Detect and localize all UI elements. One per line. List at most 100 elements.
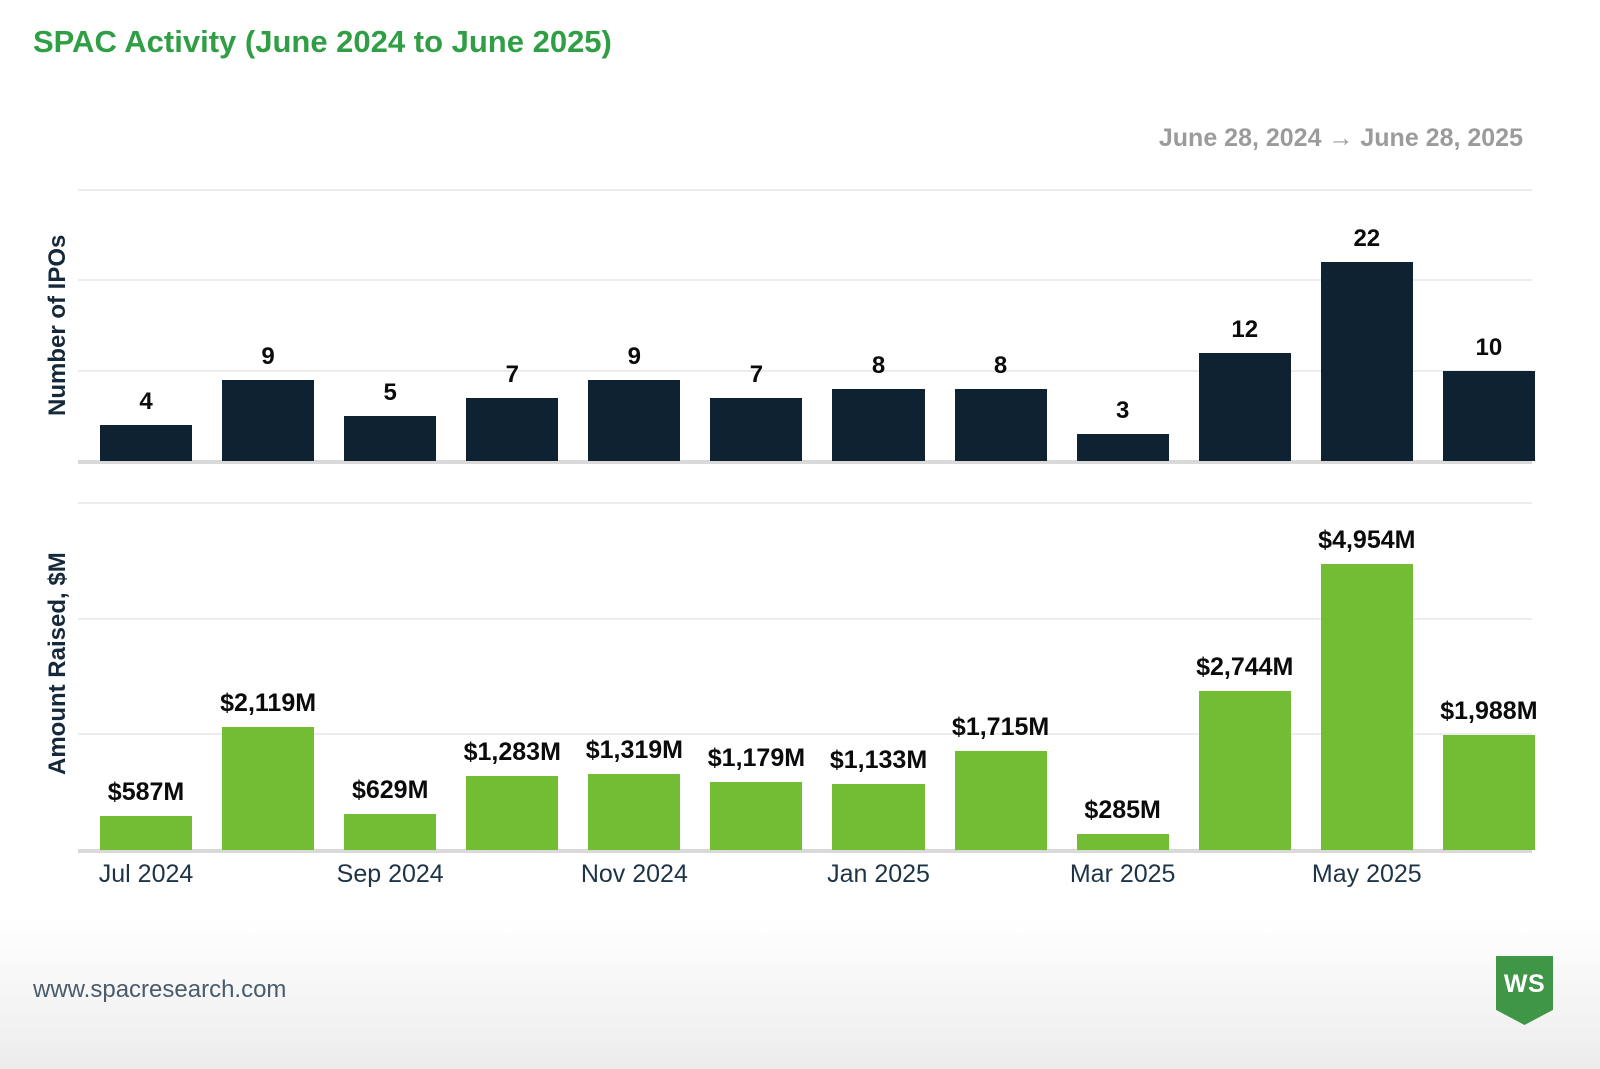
bar-slot: 9	[573, 190, 695, 461]
bar-value-label: $2,119M	[220, 689, 317, 718]
bar-value-label: 10	[1475, 333, 1503, 361]
bar-value-label: 9	[261, 342, 275, 370]
gridline	[78, 189, 1532, 191]
ws-logo-text: WS	[1503, 970, 1546, 998]
x-axis-labels: Jul 2024 Sep 2024 Nov 2024 Jan 2025 Mar 2025…	[85, 860, 1550, 889]
ipo-count-bar-jul-2024	[100, 424, 193, 461]
ipo-count-bar-mar-2025	[1076, 433, 1169, 461]
bar-slot: $1,179M	[695, 503, 817, 850]
bar-slot: 8	[940, 190, 1062, 461]
amount-raised-bar-dec-2024	[710, 781, 803, 850]
x-axis-tick-label	[207, 860, 329, 889]
x-axis-tick-label	[1428, 860, 1550, 889]
ipo-count-bar-may-2025	[1320, 262, 1413, 461]
ipo-count-bar-nov-2024	[588, 379, 681, 461]
gridline	[78, 617, 1532, 620]
x-axis-tick-label	[695, 860, 817, 889]
bar-slot: $587M	[85, 503, 207, 850]
x-axis-tick-label: Mar 2025	[1069, 860, 1176, 888]
bar-value-label: 8	[871, 351, 886, 379]
x-axis-tick-label: Jul 2024	[98, 860, 194, 888]
x-axis-tick-label: Jan 2025	[827, 860, 930, 888]
bar-slot: 4	[85, 190, 207, 461]
y-axis-label-number-of-ipos: Number of IPOs	[44, 234, 71, 417]
gridline	[78, 733, 1532, 736]
bar-value-label: 12	[1231, 315, 1259, 343]
amount-raised-bar-jul-2024	[100, 816, 193, 850]
bar-slot: 10	[1428, 190, 1550, 461]
ipo-count-bar-jan-2025	[832, 388, 925, 461]
amount-raised-bar-aug-2024	[222, 727, 315, 850]
bar-value-label: $285M	[1084, 795, 1161, 824]
bar-value-label: $587M	[107, 778, 185, 807]
bar-slot: $1,133M	[817, 503, 939, 850]
bar-value-label: $1,319M	[585, 735, 683, 764]
bar-value-label: 4	[139, 387, 153, 415]
ws-shield-logo: WS	[1496, 956, 1553, 1025]
bar-slot: 3	[1062, 190, 1184, 461]
bar-value-label: 7	[505, 360, 519, 388]
gridline	[78, 369, 1532, 372]
bars-row: $587M $2,119M $629M $1,283M $1,319M $1,179M $1…	[85, 503, 1550, 850]
bar-slot: 22	[1306, 190, 1428, 461]
bar-slot: $2,119M	[207, 503, 329, 850]
amount-raised-bar-oct-2024	[466, 775, 559, 850]
amount-raised-bar-apr-2025	[1198, 691, 1291, 850]
bar-value-label: 9	[627, 342, 642, 370]
amount-raised-bar-jun-2025	[1442, 735, 1535, 850]
date-range-label: June 28, 2024 → June 28, 2025	[1158, 124, 1523, 152]
source-url: www.spacresearch.com	[33, 976, 287, 1003]
bar-slot: $1,319M	[573, 503, 695, 850]
x-axis-baseline	[78, 460, 1532, 464]
bar-slot: 5	[329, 190, 451, 461]
bar-slot: $1,988M	[1428, 503, 1550, 850]
ipo-count-bar-sep-2024	[344, 415, 437, 461]
bar-slot: 12	[1184, 190, 1306, 461]
bar-value-label: $4,954M	[1318, 525, 1416, 554]
ipo-count-bar-feb-2025	[954, 388, 1047, 461]
ipo-count-bar-jun-2025	[1442, 370, 1535, 461]
x-axis-tick-label: May 2025	[1311, 860, 1422, 888]
ipo-count-bar-aug-2024	[222, 379, 315, 461]
bar-slot: $1,715M	[940, 503, 1062, 850]
amount-raised-bar-jan-2025	[832, 784, 925, 850]
bar-value-label: 8	[993, 351, 1008, 379]
gridline	[78, 502, 1532, 504]
bar-slot: $4,954M	[1306, 503, 1428, 850]
x-axis-tick-label: Sep 2024	[336, 860, 444, 888]
ipo-count-bar-oct-2024	[466, 397, 559, 461]
bar-slot: $285M	[1062, 503, 1184, 850]
bar-value-label: $1,988M	[1440, 697, 1538, 726]
amount-raised-bar-mar-2025	[1076, 833, 1169, 850]
bar-value-label: $2,744M	[1196, 653, 1294, 682]
bar-slot: $2,744M	[1184, 503, 1306, 850]
x-axis-tick-label	[940, 860, 1062, 889]
x-axis-tick-label	[1184, 860, 1306, 889]
bar-value-label: $1,179M	[707, 743, 806, 772]
bar-value-label: 5	[383, 378, 397, 406]
y-axis-label-amount-raised: Amount Raised, $M	[44, 552, 71, 775]
bar-value-label: 22	[1353, 225, 1381, 253]
bar-slot: 8	[817, 190, 939, 461]
amount-raised-plot-area: $587M $2,119M $629M $1,283M $1,319M $1,179M $1…	[78, 502, 1538, 853]
bar-slot: $1,283M	[451, 503, 573, 850]
bar-slot: 9	[207, 190, 329, 461]
gridline	[78, 279, 1532, 282]
amount-raised-bar-may-2025	[1320, 563, 1413, 850]
bar-value-label: 3	[1115, 396, 1130, 424]
ipo-count-plot-area: 4 9 5 7 9 7 8 8 3 12 22 10	[78, 189, 1535, 464]
bar-value-label: $1,133M	[829, 746, 928, 775]
bar-value-label: $1,283M	[463, 737, 561, 766]
bar-slot: $629M	[329, 503, 451, 850]
amount-raised-bar-nov-2024	[588, 773, 681, 850]
x-axis-tick-label: Nov 2024	[580, 860, 688, 888]
x-axis-baseline	[78, 849, 1532, 853]
page-title: SPAC Activity (June 2024 to June 2025)	[33, 24, 612, 59]
bar-slot: 7	[695, 190, 817, 461]
bar-value-label: $1,715M	[951, 712, 1050, 741]
x-axis-tick-label	[451, 860, 573, 889]
bars-row: 4 9 5 7 9 7 8 8 3 12 22 10	[85, 190, 1550, 461]
amount-raised-bar-sep-2024	[344, 813, 437, 850]
bar-value-label: 7	[749, 360, 764, 388]
